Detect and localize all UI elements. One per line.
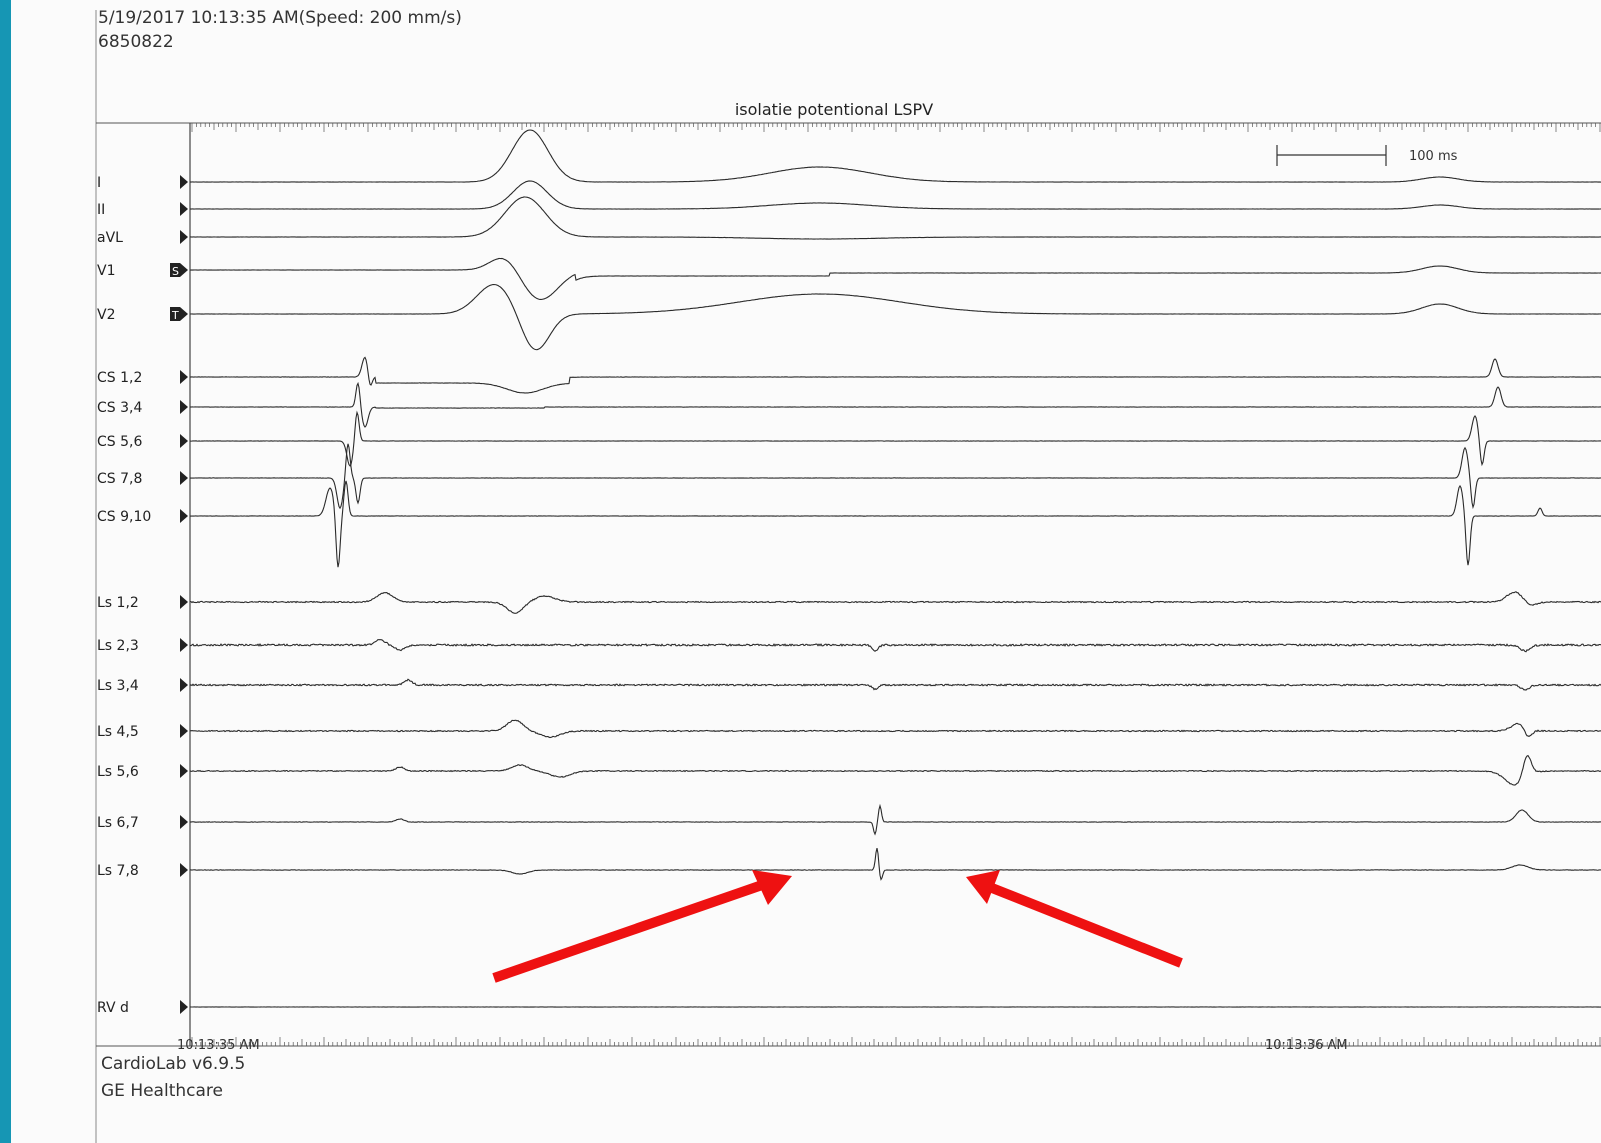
channel-marker-triangle [180, 175, 188, 189]
channel-trace [189, 356, 1601, 394]
channel-marker-triangle [180, 230, 188, 244]
channel-label: Ls 6,7 [97, 815, 139, 831]
channel-marker-triangle [180, 202, 188, 216]
channel-label: Ls 5,6 [97, 764, 139, 780]
channel-trace [189, 638, 1601, 653]
channel-label: CS 9,10 [97, 509, 151, 525]
channel-trace [189, 719, 1601, 739]
channel-marker-triangle [180, 595, 188, 609]
channel-label: Ls 2,3 [97, 638, 139, 654]
recording-title: isolatie potentional LSPV [735, 100, 933, 119]
channel-tag-letter: T [171, 309, 179, 322]
channel-label: II [97, 202, 105, 218]
channel-marker-triangle [180, 1000, 188, 1014]
channel-marker-triangle [180, 509, 188, 523]
channel-label: Ls 4,5 [97, 724, 139, 740]
scale-bar-label: 100 ms [1409, 149, 1458, 164]
time-label-mid: 10:13:36 AM [1265, 1038, 1348, 1053]
channel-trace [189, 480, 1601, 568]
channel-label: V2 [97, 307, 115, 323]
channel-marker-triangle [180, 400, 188, 414]
vendor-name: GE Healthcare [101, 1081, 223, 1101]
channel-tag-box [170, 263, 180, 277]
channel-marker-triangle [180, 434, 188, 448]
scale-bar: 100 ms [1276, 145, 1458, 166]
channel-label: CS 1,2 [97, 370, 142, 386]
channel-trace [189, 754, 1601, 786]
channel-trace [189, 803, 1601, 836]
ecg-paper [11, 0, 1601, 1143]
channel-trace [189, 443, 1601, 510]
channel-traces [189, 129, 1601, 1008]
channel-trace [189, 410, 1601, 467]
channel-marker-triangle [180, 863, 188, 877]
channel-marker-triangle [180, 678, 188, 692]
channel-marker-triangle [180, 638, 188, 652]
red-arrow-icon [966, 870, 1183, 968]
channel-marker-triangle [180, 370, 188, 384]
channel-marker-triangle [180, 724, 188, 738]
bottom-time-ruler [191, 1037, 1601, 1046]
channel-label: Ls 7,8 [97, 863, 139, 879]
channel-tag-letter: S [172, 265, 179, 278]
channel-trace [189, 196, 1601, 240]
channel-marker-triangle [180, 471, 188, 485]
channel-trace [189, 381, 1601, 428]
channel-trace [189, 847, 1601, 881]
channel-label: aVL [97, 230, 123, 246]
red-arrow-icon [492, 870, 792, 983]
channel-trace [189, 257, 1601, 301]
timestamp-speed: 5/19/2017 10:13:35 AM(Speed: 200 mm/s) [98, 8, 462, 28]
channel-trace [189, 180, 1601, 210]
channel-label: CS 3,4 [97, 400, 142, 416]
channel-trace [189, 678, 1601, 691]
channel-trace [189, 591, 1601, 614]
channel-label: Ls 1,2 [97, 595, 139, 611]
channel-label: RV d [97, 1000, 129, 1016]
time-label-start: 10:13:35 AM [177, 1038, 260, 1053]
channel-marker-triangle [180, 764, 188, 778]
channel-marker-triangle [180, 307, 188, 321]
channel-label: CS 5,6 [97, 434, 142, 450]
channel-marker-triangle [180, 815, 188, 829]
channel-label: I [97, 175, 101, 191]
channel-trace [189, 129, 1601, 183]
channel-label: Ls 3,4 [97, 678, 139, 694]
channel-marker-triangle [180, 263, 188, 277]
software-version: CardioLab v6.9.5 [101, 1054, 246, 1074]
patient-id: 6850822 [98, 32, 174, 52]
channel-tag-box [170, 307, 180, 321]
channel-label: V1 [97, 263, 115, 279]
top-time-ruler [191, 123, 1601, 132]
channel-label: CS 7,8 [97, 471, 142, 487]
channel-trace [189, 283, 1601, 351]
